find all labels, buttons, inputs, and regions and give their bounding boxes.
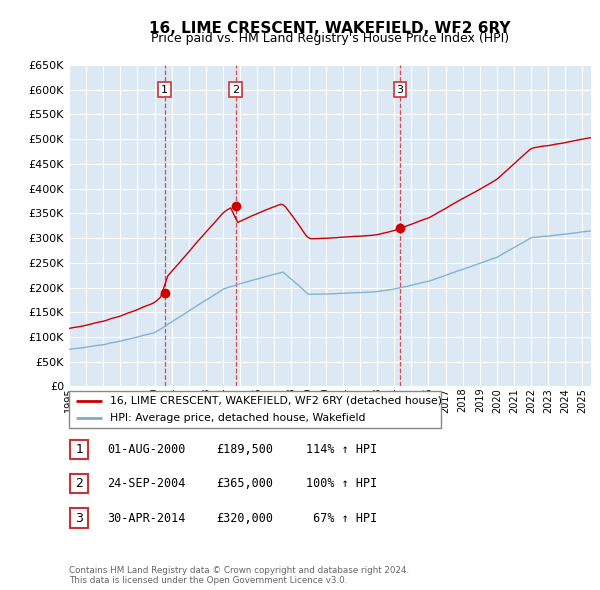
FancyBboxPatch shape: [70, 474, 88, 493]
Text: 3: 3: [397, 84, 403, 94]
Text: 3: 3: [75, 512, 83, 525]
Text: 01-AUG-2000: 01-AUG-2000: [107, 443, 185, 456]
Text: 1: 1: [161, 84, 168, 94]
Text: £320,000: £320,000: [216, 512, 273, 525]
Text: 100% ↑ HPI: 100% ↑ HPI: [306, 477, 377, 490]
Text: 1: 1: [75, 443, 83, 456]
Text: 114% ↑ HPI: 114% ↑ HPI: [306, 443, 377, 456]
Text: Contains HM Land Registry data © Crown copyright and database right 2024.
This d: Contains HM Land Registry data © Crown c…: [69, 566, 409, 585]
Text: 24-SEP-2004: 24-SEP-2004: [107, 477, 185, 490]
Text: 16, LIME CRESCENT, WAKEFIELD, WF2 6RY (detached house): 16, LIME CRESCENT, WAKEFIELD, WF2 6RY (d…: [110, 396, 442, 405]
Text: 67% ↑ HPI: 67% ↑ HPI: [306, 512, 377, 525]
Text: HPI: Average price, detached house, Wakefield: HPI: Average price, detached house, Wake…: [110, 413, 365, 422]
Text: 2: 2: [75, 477, 83, 490]
Text: Price paid vs. HM Land Registry's House Price Index (HPI): Price paid vs. HM Land Registry's House …: [151, 32, 509, 45]
Text: £189,500: £189,500: [216, 443, 273, 456]
FancyBboxPatch shape: [70, 440, 88, 459]
Text: 16, LIME CRESCENT, WAKEFIELD, WF2 6RY: 16, LIME CRESCENT, WAKEFIELD, WF2 6RY: [149, 21, 511, 35]
Text: 30-APR-2014: 30-APR-2014: [107, 512, 185, 525]
FancyBboxPatch shape: [69, 391, 441, 428]
FancyBboxPatch shape: [70, 509, 88, 527]
Text: £365,000: £365,000: [216, 477, 273, 490]
Text: 2: 2: [232, 84, 239, 94]
